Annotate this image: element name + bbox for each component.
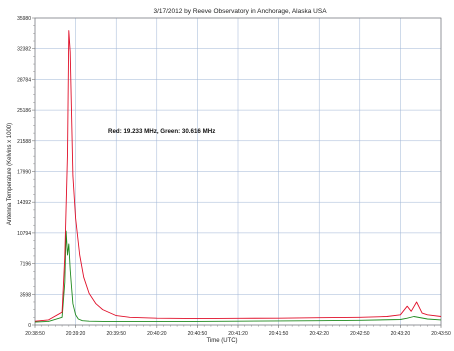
x-tick-label: 20:40:20 xyxy=(147,331,167,337)
x-tick-label: 20:42:50 xyxy=(350,331,370,337)
x-tick-label: 20:39:50 xyxy=(106,331,126,337)
y-tick-label: 3598 xyxy=(20,292,31,298)
y-tick-label: 14392 xyxy=(17,200,31,206)
y-axis-label: Antenna Temperature (Kelvins x 1000) xyxy=(7,123,13,225)
series-annotation: Red: 19.233 MHz, Green: 30.616 MHz xyxy=(108,128,215,135)
x-tick-label: 20:39:20 xyxy=(66,331,86,337)
green-series-line xyxy=(34,230,442,323)
y-tick-label: 25186 xyxy=(17,108,31,114)
series xyxy=(34,30,442,323)
x-tick-label: 20:43:20 xyxy=(391,331,411,337)
y-tick-label: 32382 xyxy=(17,47,31,53)
chart-title: 3/17/2012 by Reeve Observatory in Anchor… xyxy=(153,8,327,15)
y-tick-label: 17990 xyxy=(17,170,31,176)
x-tick-label: 20:41:50 xyxy=(269,331,289,337)
tick-labels: 0 3598 7196 10794 14392 17990 21588 25186 28784 3… xyxy=(17,16,451,337)
plot-frame xyxy=(34,17,442,326)
axes xyxy=(32,17,442,328)
y-tick-label: 21588 xyxy=(17,139,31,145)
x-tick-label: 20:41:20 xyxy=(228,331,248,337)
x-tick-label: 20:40:50 xyxy=(188,331,208,337)
y-tick-label: 35980 xyxy=(17,16,31,22)
x-tick-label: 20:43:50 xyxy=(431,331,451,337)
y-tick-label: 28784 xyxy=(17,77,31,83)
y-tick-label: 7196 xyxy=(20,262,31,268)
y-tick-label: 0 xyxy=(28,323,31,329)
x-axis-label: Time (UTC) xyxy=(206,338,237,344)
y-tick-label: 10794 xyxy=(17,231,31,237)
red-series-line xyxy=(34,30,442,322)
x-tick-label: 20:38:50 xyxy=(25,331,45,337)
x-tick-label: 20:42:20 xyxy=(309,331,329,337)
